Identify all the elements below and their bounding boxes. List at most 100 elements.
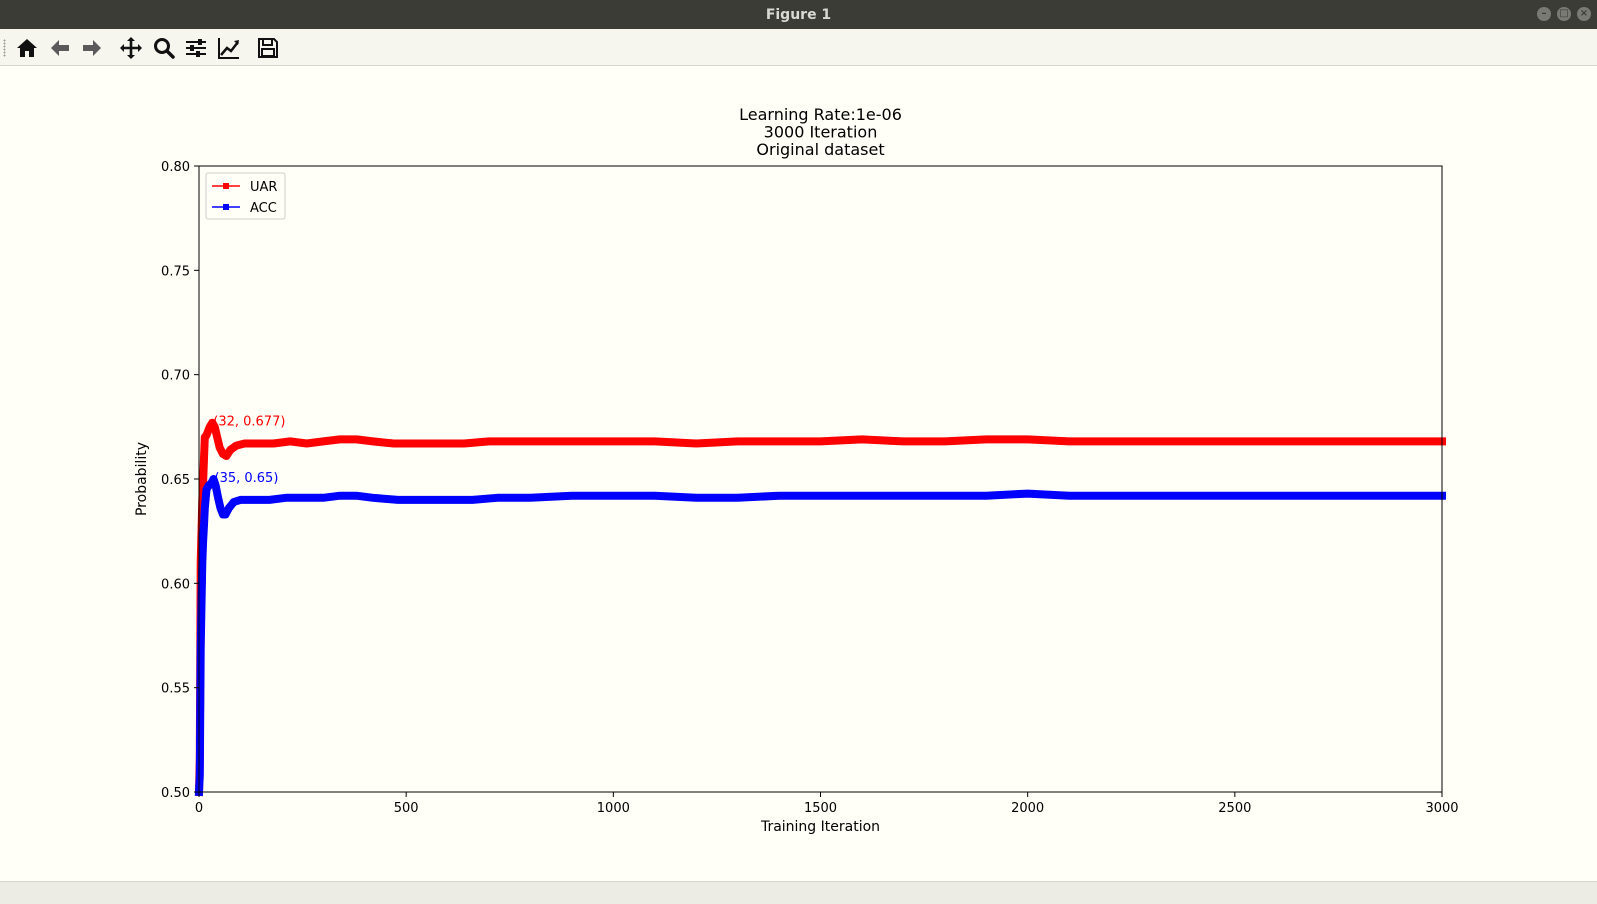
data-point: [370, 494, 377, 501]
data-point: [283, 494, 290, 501]
x-tick-label: 0: [195, 801, 203, 816]
pan-button[interactable]: [117, 34, 145, 62]
save-button[interactable]: [254, 34, 282, 62]
data-point: [1066, 438, 1073, 445]
data-point: [222, 511, 229, 518]
data-point: [568, 492, 575, 499]
x-axis: 0 500 1000 1500 2000 2500 3000: [195, 792, 1459, 816]
data-point: [610, 438, 617, 445]
data-point: [1273, 492, 1280, 499]
series-line: [198, 421, 1442, 793]
data-point: [210, 476, 217, 482]
arrow-left-icon: [51, 40, 69, 56]
data-point: [461, 440, 468, 447]
data-point: [223, 453, 230, 460]
magnifier-icon: [154, 38, 175, 59]
data-point: [693, 494, 700, 501]
maximize-button[interactable]: □: [1557, 7, 1571, 21]
figure-canvas[interactable]: Learning Rate:1e-06 3000 Iteration Origina…: [0, 66, 1597, 881]
y-tick-label: 0.75: [161, 264, 190, 279]
data-point: [610, 492, 617, 499]
data-point: [1107, 492, 1114, 499]
data-point: [201, 505, 208, 512]
data-point: [568, 438, 575, 445]
x-tick-label: 500: [394, 801, 419, 816]
data-point: [527, 438, 534, 445]
data-point: [1024, 490, 1031, 497]
data-point: [1314, 438, 1321, 445]
data-point: [1231, 492, 1238, 499]
data-point: [1066, 492, 1073, 499]
chart-title-line: Original dataset: [756, 140, 884, 159]
data-point: [230, 498, 237, 505]
data-point: [216, 444, 223, 451]
legend-label: ACC: [250, 201, 277, 216]
data-point: [858, 492, 865, 499]
data-point: [303, 440, 310, 447]
sliders-icon: [186, 39, 206, 57]
data-point: [254, 440, 261, 447]
data-point: [1356, 492, 1363, 499]
series-acc: [194, 475, 1446, 797]
data-point: [469, 496, 476, 503]
chart-line-icon: [218, 38, 239, 59]
data-point: [1024, 436, 1031, 443]
data-point: [900, 438, 907, 445]
data-point: [227, 446, 234, 453]
data-point: [693, 440, 700, 447]
data-point: [208, 480, 215, 487]
forward-button[interactable]: [78, 34, 106, 62]
x-tick-label: 3000: [1425, 801, 1458, 816]
data-point: [212, 482, 219, 489]
data-point: [237, 496, 244, 503]
y-axis: 0.50 0.55 0.60 0.65 0.70 0.75 0.80: [161, 160, 199, 801]
move-icon: [120, 37, 142, 59]
data-point: [206, 423, 213, 430]
close-button[interactable]: ×: [1577, 7, 1591, 21]
navigation-toolbar: [0, 29, 1597, 66]
chart-title-line: Learning Rate:1e-06: [739, 105, 902, 124]
data-point: [287, 438, 294, 445]
data-point: [214, 434, 221, 441]
series-line: [198, 477, 1442, 793]
configure-subplots-button[interactable]: [182, 34, 210, 62]
home-button[interactable]: [13, 34, 41, 62]
data-point: [444, 496, 451, 503]
data-point: [817, 438, 824, 445]
x-axis-label: Training Iteration: [760, 819, 880, 835]
edit-axis-button[interactable]: [215, 34, 243, 62]
x-tick-label: 1000: [597, 801, 630, 816]
arrow-right-icon: [83, 40, 101, 56]
data-point: [196, 772, 203, 779]
data-point: [651, 438, 658, 445]
data-point: [353, 436, 360, 443]
x-tick-label: 2000: [1011, 801, 1044, 816]
data-point: [241, 440, 248, 447]
data-point: [203, 486, 210, 493]
data-point: [394, 496, 401, 503]
zoom-button[interactable]: [150, 34, 178, 62]
data-point: [270, 440, 277, 447]
data-point: [336, 492, 343, 499]
back-button[interactable]: [46, 34, 74, 62]
data-point: [734, 438, 741, 445]
data-point: [419, 496, 426, 503]
data-point: [203, 432, 210, 439]
x-tick-label: 2500: [1218, 801, 1251, 816]
toolbar-grip[interactable]: [3, 39, 6, 57]
y-tick-label: 0.50: [161, 786, 190, 801]
data-point: [320, 494, 327, 501]
legend: UAR ACC: [205, 172, 286, 220]
data-point: [200, 455, 207, 462]
y-axis-label: Probability: [134, 442, 150, 516]
y-tick-label: 0.80: [161, 160, 190, 175]
data-point: [1397, 438, 1404, 445]
data-point: [983, 436, 990, 443]
data-point: [266, 496, 273, 503]
minimize-button[interactable]: –: [1537, 7, 1551, 21]
data-point: [494, 494, 501, 501]
data-point: [941, 438, 948, 445]
series-marker-band: [194, 475, 1446, 797]
series-marker-band: [194, 418, 1446, 797]
